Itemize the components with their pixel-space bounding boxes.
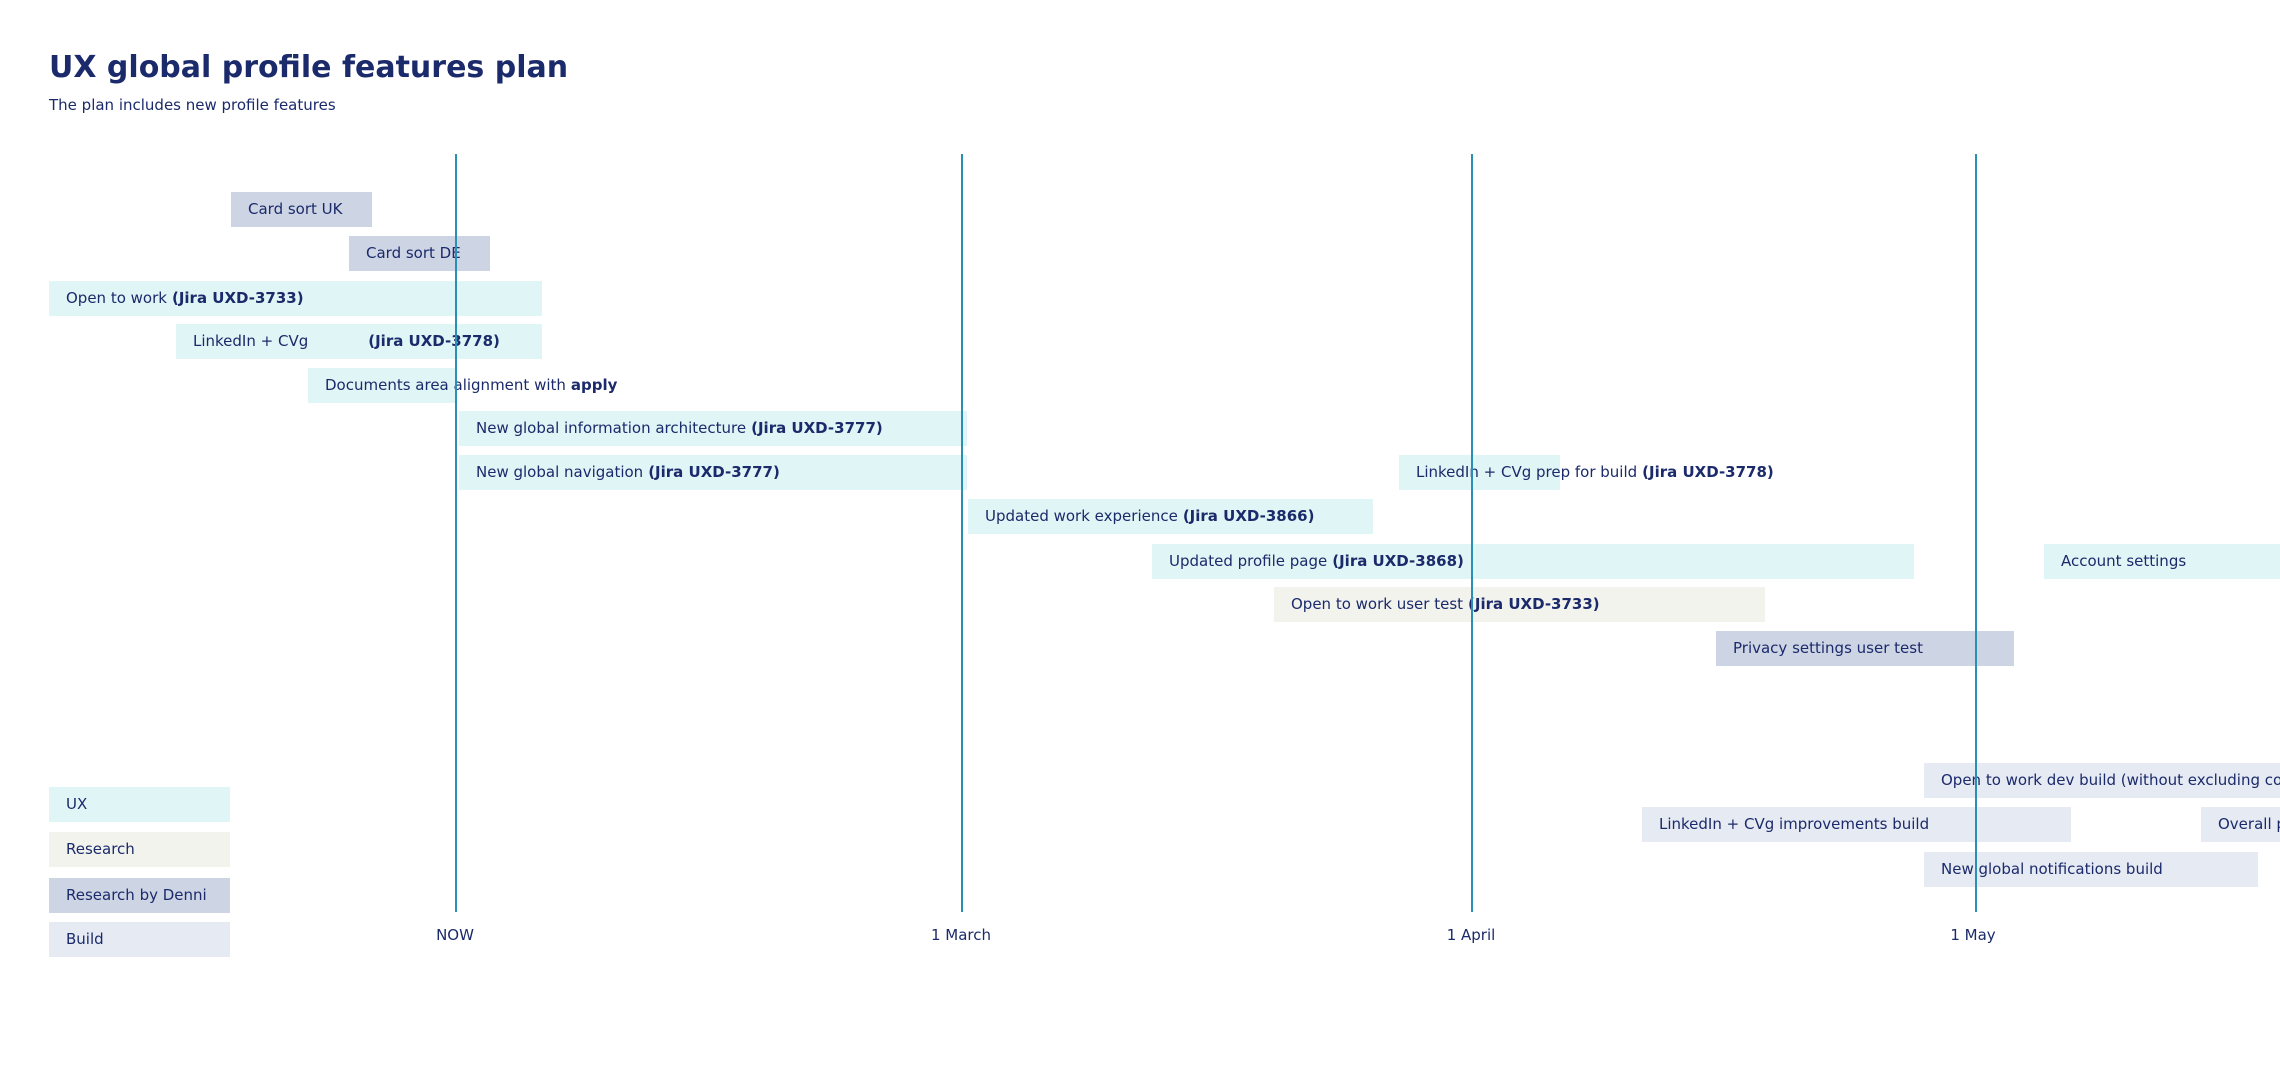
title: UX global profile features plan — [49, 50, 569, 85]
task-label: New global navigation — [476, 463, 644, 481]
task: Documents area alignment with apply — [308, 368, 617, 403]
task-label: Build — [66, 930, 104, 948]
task-ref: (Jira UXD-3778) — [368, 332, 500, 350]
task-label: Research — [66, 840, 135, 858]
task-label: New global information architecture — [476, 419, 747, 437]
task-label: LinkedIn + CVg improvements build — [1659, 815, 1930, 833]
milestone-line — [961, 154, 963, 912]
task-ref: (Jira UXD-3777) — [751, 419, 883, 437]
milestone-line — [1975, 154, 1977, 912]
task-ref: apply — [570, 376, 618, 394]
task: New global navigation (Jira UXD-3777) — [459, 455, 967, 490]
task: New global information architecture (Jira… — [459, 411, 967, 446]
task: Overall p — [2201, 807, 2280, 842]
task-label: Open to work dev build (without excludin… — [1941, 771, 2280, 789]
task: Open to work (Jira UXD-3733) — [49, 281, 542, 316]
task-label: Documents area alignment with — [325, 376, 566, 394]
milestone-line — [1471, 154, 1473, 912]
task-ref: (Jira UXD-3733) — [171, 289, 304, 307]
legend-item: Research by Denni — [49, 878, 230, 913]
task: Card sort DE — [349, 236, 490, 271]
task: Updated work experience (Jira UXD-3866) — [968, 499, 1373, 534]
task-label: Updated profile page — [1169, 552, 1328, 570]
task-label: Open to work user test — [1291, 595, 1464, 613]
legend-item: UX — [49, 787, 230, 822]
milestone-line — [455, 154, 457, 912]
task-label: Card sort UK — [248, 200, 343, 218]
task: Open to work user test (Jira UXD-3733) — [1274, 587, 1765, 622]
task-label: LinkedIn + CVg — [193, 332, 309, 350]
task: LinkedIn + CVg (Jira UXD-3778) — [176, 324, 542, 359]
task-label: Research by Denni — [66, 886, 207, 904]
task-ref: (Jira UXD-3777) — [648, 463, 780, 481]
task: LinkedIn + CVg prep for build (Jira UXD-3… — [1399, 455, 1774, 490]
task-ref: (Jira UXD-3868) — [1332, 552, 1464, 570]
task: Open to work dev build (without excludin… — [1924, 763, 2280, 798]
task-label: Open to work — [66, 289, 167, 307]
milestone-label: 1 March — [930, 926, 992, 944]
legend-item: Research — [49, 832, 230, 867]
task-ref: (Jira UXD-3866) — [1182, 507, 1315, 525]
task-label: New global notifications build — [1941, 860, 2163, 878]
task: Updated profile page (Jira UXD-3868) — [1152, 544, 1914, 579]
task-label: UX — [66, 795, 88, 813]
task-label: Updated work experience — [985, 507, 1178, 525]
milestone-label: 1 May — [1950, 926, 1996, 944]
task: Card sort UK — [231, 192, 372, 227]
task-label: Card sort DE — [366, 244, 461, 262]
task: Account settings — [2044, 544, 2280, 579]
subtitle: The plan includes new profile features — [49, 96, 336, 114]
task-label: LinkedIn + CVg prep for build — [1416, 463, 1638, 481]
milestone-label: 1 April — [1446, 926, 1496, 944]
task: LinkedIn + CVg improvements build — [1642, 807, 2071, 842]
task-label: Account settings — [2061, 552, 2187, 570]
task-ref: (Jira UXD-3778) — [1642, 463, 1774, 481]
task: New global notifications build — [1924, 852, 2258, 887]
legend-item: Build — [49, 922, 230, 957]
milestone-label: NOW — [436, 926, 474, 944]
task-label: Overall p — [2218, 815, 2280, 833]
task-label: Privacy settings user test — [1733, 639, 1923, 657]
task-ref: (Jira UXD-3733) — [1468, 595, 1600, 613]
task: Privacy settings user test — [1716, 631, 2014, 666]
